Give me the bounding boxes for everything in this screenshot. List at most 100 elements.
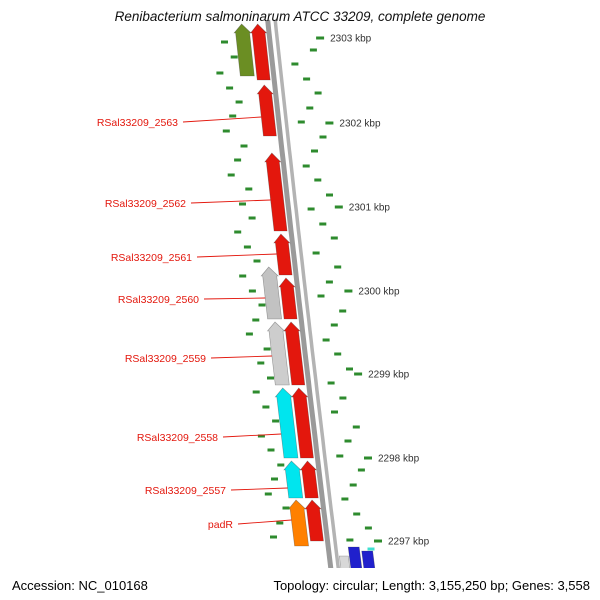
gene-label[interactable]: RSal33209_2563 <box>97 117 178 129</box>
frame-marker <box>309 48 317 52</box>
frame-marker <box>330 323 338 327</box>
frame-marker <box>272 419 280 423</box>
gene-label[interactable]: RSal33209_2557 <box>145 485 226 497</box>
frame-marker <box>317 294 325 298</box>
frame-marker <box>240 144 248 148</box>
map-layer: 2303 kbp 2302 kbp 2301 kbp 2300 kbp 2299 kbp… <box>97 19 430 580</box>
frame-marker <box>307 207 315 211</box>
frame-marker <box>263 347 271 351</box>
frame-marker <box>239 202 246 206</box>
frame-marker <box>252 318 260 322</box>
ruler-label: 2298 kbp <box>378 454 420 465</box>
frame-marker <box>248 289 256 293</box>
frame-marker <box>364 526 372 530</box>
frame-marker <box>257 361 265 365</box>
label-leader-line <box>196 253 277 258</box>
gene-arrow[interactable] <box>278 277 298 320</box>
frame-marker <box>319 135 327 139</box>
backbone-arc <box>273 19 341 568</box>
gene-label[interactable]: RSal33209_2559 <box>125 353 206 365</box>
frame-marker <box>267 376 274 380</box>
frame-marker <box>357 468 365 472</box>
frame-marker <box>234 230 242 234</box>
gene-arrow-padR[interactable] <box>287 499 309 547</box>
frame-marker <box>222 129 230 133</box>
gene-arrow[interactable] <box>283 321 306 386</box>
frame-marker <box>245 187 253 191</box>
frame-marker <box>334 265 342 269</box>
frame-marker <box>311 149 318 153</box>
frame-marker <box>282 506 290 510</box>
frame-marker <box>291 62 299 66</box>
ruler-tick <box>316 36 325 40</box>
label-leader-line <box>190 199 271 204</box>
frame-marker <box>303 77 311 81</box>
frame-marker <box>336 454 344 458</box>
gene-arrow-RSal33209_2563[interactable] <box>256 84 277 137</box>
frame-marker <box>327 381 335 385</box>
frame-marker <box>276 521 284 525</box>
frame-marker <box>216 71 224 75</box>
frame-marker <box>314 178 322 182</box>
label-leader-line <box>237 519 292 525</box>
ruler-label: 2302 kbp <box>339 119 381 130</box>
ruler-label: 2303 kbp <box>330 34 372 45</box>
ruler-label: 2297 kbp <box>388 537 430 548</box>
ruler-tick <box>364 456 372 460</box>
frame-marker <box>245 332 253 336</box>
frame-marker <box>235 100 243 104</box>
frame-marker <box>344 439 352 443</box>
status-bar: Accession: NC_010168 Topology: circular;… <box>0 570 600 600</box>
frame-marker <box>312 251 320 255</box>
frame-marker <box>331 410 338 414</box>
gene-arrow[interactable] <box>361 550 377 580</box>
gene-label[interactable]: RSal33209_2562 <box>105 198 186 210</box>
status-summary: Topology: circular; Length: 3,155,250 bp… <box>273 577 590 593</box>
gene-arrow[interactable] <box>304 499 324 542</box>
ruler-label: 2300 kbp <box>358 287 400 298</box>
frame-marker <box>270 535 277 539</box>
frame-marker <box>262 405 270 409</box>
gene-arrow-RSal33209_2561[interactable] <box>273 233 293 276</box>
frame-marker <box>334 352 342 356</box>
frame-marker <box>257 434 265 438</box>
frame-marker <box>258 303 266 307</box>
gene-arrow[interactable] <box>347 546 363 580</box>
map-title: Renibacterium salmoninarum ATCC 33209, c… <box>114 9 486 24</box>
frame-marker <box>271 477 278 481</box>
gene-arrow[interactable] <box>291 387 314 459</box>
status-accession: Accession: NC_010168 <box>12 577 148 593</box>
frame-marker <box>248 216 256 220</box>
frame-marker <box>330 236 338 240</box>
gene-arrow[interactable] <box>338 555 351 580</box>
gene-label[interactable]: padR <box>208 519 234 531</box>
frame-marker <box>341 497 349 501</box>
frame-marker <box>302 164 310 168</box>
frame-marker <box>277 463 285 467</box>
label-leader-line <box>182 116 262 123</box>
ruler-tick <box>374 539 382 543</box>
ruler-tick <box>325 121 334 125</box>
gene-label[interactable]: RSal33209_2561 <box>111 252 192 264</box>
gene-arrow[interactable] <box>249 23 271 81</box>
frame-marker <box>367 547 375 551</box>
frame-marker <box>226 86 234 90</box>
label-leader-line <box>230 487 288 491</box>
frame-marker <box>306 106 314 110</box>
ruler-tick <box>354 372 363 376</box>
frame-marker <box>314 91 322 95</box>
frame-marker <box>352 425 360 429</box>
gene-label[interactable]: RSal33209_2558 <box>137 432 218 444</box>
gene-arrow-RSal33209_2557[interactable] <box>283 460 304 499</box>
frame-marker <box>267 448 275 452</box>
frame-marker <box>349 483 357 487</box>
gene-arrow-RSal33209_2560[interactable] <box>260 266 282 320</box>
frame-marker <box>346 538 354 542</box>
gene-arrow[interactable] <box>299 460 319 499</box>
frame-marker <box>322 338 330 342</box>
frame-marker <box>239 274 247 278</box>
gene-label[interactable]: RSal33209_2560 <box>118 294 199 306</box>
frame-marker <box>230 55 238 59</box>
frame-marker <box>243 245 251 249</box>
gene-arrow-RSal33209_2562[interactable] <box>264 152 288 232</box>
